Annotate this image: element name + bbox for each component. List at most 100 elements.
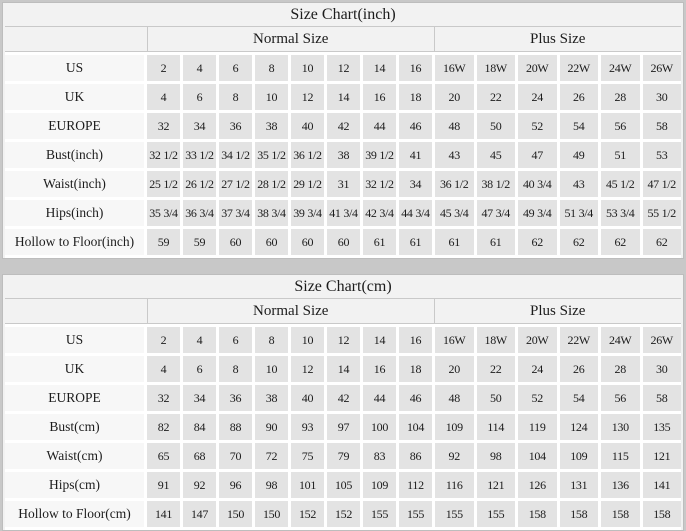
size-cell: 22W [559,55,598,81]
size-cell: 119 [518,414,557,440]
size-cell: 109 [363,472,396,498]
size-cell: 16W [435,327,474,353]
size-cell: 22 [476,84,515,110]
size-cell: 45 1/2 [601,171,640,197]
size-cell: 39 1/2 [363,142,396,168]
size-cell: 124 [559,414,598,440]
size-cell: 31 [327,171,360,197]
row-label: Hollow to Floor(cm) [5,501,144,527]
corner-cell [5,27,147,51]
size-cell: 20 [435,84,474,110]
size-cell: 16 [363,84,396,110]
size-cell: 20 [435,356,474,382]
size-cell: 24W [601,55,640,81]
size-cell: 28 1/2 [255,171,288,197]
group-header-row: Normal Size Plus Size [5,299,681,324]
size-cell: 47 3/4 [476,200,515,226]
size-cell: 38 [255,385,288,411]
table-row: UK 4 6 8 10 12 14 16 18 20 22 24 26 28 30 [5,356,681,382]
size-cell: 51 [601,142,640,168]
size-cell: 96 [219,472,252,498]
table-body: US 2 4 6 8 10 12 14 16 16W 18W 20W 22W 24W 26W UK 4 6 8 10 1… [5,52,681,258]
table-row: Hollow to Floor(inch) 59 59 60 60 60 60 61 61 61 6… [5,229,681,255]
size-cell: 100 [363,414,396,440]
size-cell: 6 [183,84,216,110]
row-label: Bust(inch) [5,142,144,168]
table-row: US 2 4 6 8 10 12 14 16 16W 18W 20W 22W 24W 26W [5,55,681,81]
size-cell: 8 [219,84,252,110]
size-cell: 158 [559,501,598,527]
size-cell: 135 [642,414,681,440]
size-cell: 22 [476,356,515,382]
size-cell: 150 [255,501,288,527]
size-cell: 150 [219,501,252,527]
size-cell: 86 [399,443,432,469]
size-cell: 51 3/4 [559,200,598,226]
size-cell: 14 [363,55,396,81]
size-cell: 126 [518,472,557,498]
size-cell: 53 [642,142,681,168]
size-cell: 25 1/2 [147,171,180,197]
size-cell: 34 [183,385,216,411]
size-cell: 62 [601,229,640,255]
size-cell: 33 1/2 [183,142,216,168]
size-cell: 35 3/4 [147,200,180,226]
size-cell: 141 [147,501,180,527]
table-row: Bust(cm) 82 84 88 90 93 97 100 104 109 114 119 124 13… [5,414,681,440]
size-cell: 101 [291,472,324,498]
row-label: Hollow to Floor(inch) [5,229,144,255]
size-cell: 115 [601,443,640,469]
size-cell: 61 [476,229,515,255]
size-cell: 10 [255,84,288,110]
size-cell: 44 3/4 [399,200,432,226]
size-chart-cm-table: Size Chart(cm) Normal Size Plus Size US 2… [2,274,684,531]
size-cell: 45 [476,142,515,168]
size-cell: 46 [399,385,432,411]
size-cell: 109 [435,414,474,440]
size-cell: 40 [291,385,324,411]
size-cell: 92 [435,443,474,469]
row-label: Bust(cm) [5,414,144,440]
size-cell: 42 3/4 [363,200,396,226]
table-row: Bust(inch) 32 1/2 33 1/2 34 1/2 35 1/2 36 1/2… [5,142,681,168]
size-cell: 24 [518,356,557,382]
size-cell: 20W [518,55,557,81]
table-row: Hollow to Floor(cm) 141 147 150 150 152 152 155… [5,501,681,527]
size-cell: 152 [327,501,360,527]
size-cell: 14 [327,84,360,110]
size-cell: 10 [255,356,288,382]
size-cell: 121 [476,472,515,498]
size-cell: 54 [559,385,598,411]
size-cell: 93 [291,414,324,440]
size-cell: 32 1/2 [147,142,180,168]
size-cell: 136 [601,472,640,498]
size-cell: 38 [327,142,360,168]
size-cell: 8 [255,327,288,353]
size-cell: 38 1/2 [476,171,515,197]
row-label: US [5,55,144,81]
size-cell: 59 [147,229,180,255]
size-cell: 60 [327,229,360,255]
size-cell: 50 [476,113,515,139]
size-cell: 4 [147,356,180,382]
size-cell: 52 [518,113,557,139]
row-label: EUROPE [5,113,144,139]
size-cell: 34 [399,171,432,197]
size-cell: 28 [601,84,640,110]
table-row: UK 4 6 8 10 12 14 16 18 20 22 24 26 28 30 [5,84,681,110]
size-cell: 29 1/2 [291,171,324,197]
group-header-plus: Plus Size [433,27,682,51]
size-cell: 116 [435,472,474,498]
size-cell: 36 1/2 [435,171,474,197]
size-cell: 60 [219,229,252,255]
size-cell: 6 [183,356,216,382]
size-cell: 56 [601,385,640,411]
size-cell: 79 [327,443,360,469]
size-cell: 10 [291,327,324,353]
table-title: Size Chart(cm) [5,275,681,299]
size-cell: 22W [559,327,598,353]
size-cell: 53 3/4 [601,200,640,226]
size-cell: 18W [476,327,515,353]
size-cell: 105 [327,472,360,498]
size-chart-inch-table: Size Chart(inch) Normal Size Plus Size U… [2,2,684,259]
